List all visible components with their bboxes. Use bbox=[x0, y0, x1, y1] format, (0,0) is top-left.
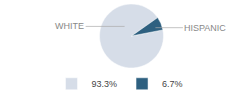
svg-text:WHITE: WHITE bbox=[55, 21, 84, 31]
svg-text:6.7%: 6.7% bbox=[162, 79, 183, 89]
svg-text:93.3%: 93.3% bbox=[92, 79, 118, 89]
svg-text:HISPANIC: HISPANIC bbox=[184, 23, 226, 33]
